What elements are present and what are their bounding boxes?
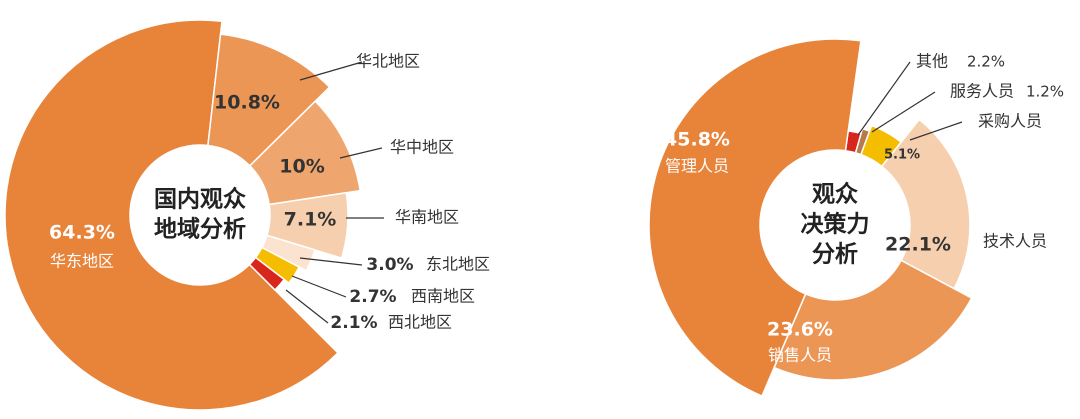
leader-line [291, 275, 347, 298]
category-label: 销售人员 [768, 346, 832, 365]
value-label: 64.3% [49, 222, 115, 244]
leader-line [299, 61, 363, 81]
leader-line [857, 61, 911, 136]
value-label: 1.2% [1026, 83, 1064, 101]
leader-line [285, 289, 329, 324]
category-label: 东北地区 [426, 255, 490, 274]
value-label: 2.1% [330, 313, 377, 333]
pie-slice [266, 191, 349, 260]
category-label: 采购人员 [978, 112, 1042, 131]
donut-hole [130, 145, 270, 285]
pie-slice [207, 33, 331, 167]
value-label: 45.8% [664, 129, 730, 151]
center-title: 观众 [812, 182, 858, 208]
donut-hole [760, 150, 910, 300]
center-title: 分析 [812, 242, 858, 268]
value-label: 22.1% [885, 234, 951, 256]
leader-line [299, 257, 363, 266]
value-label: 2.7% [349, 287, 396, 307]
center-title: 国内观众 [154, 187, 246, 213]
category-label: 西北地区 [388, 313, 452, 332]
leader-line [871, 91, 936, 133]
value-label: 10% [279, 156, 324, 178]
category-label: 华中地区 [390, 138, 454, 157]
leader-line [339, 147, 383, 159]
category-label: 华南地区 [395, 208, 459, 227]
category-label: 技术人员 [983, 232, 1047, 251]
category-label: 其他 [916, 52, 948, 71]
center-title: 地域分析 [154, 216, 246, 243]
category-label: 华北地区 [356, 52, 420, 71]
category-label: 服务人员 [950, 82, 1014, 101]
leader-line [909, 121, 963, 141]
value-label: 10.8% [214, 92, 280, 114]
value-label: 3.0% [366, 255, 413, 275]
value-label: 2.2% [967, 53, 1005, 71]
category-label: 西南地区 [411, 287, 475, 306]
center-title: 决策力 [801, 211, 870, 238]
category-label: 华东地区 [50, 252, 114, 271]
category-label: 管理人员 [665, 157, 729, 176]
value-label: 7.1% [284, 209, 337, 231]
value-label: 5.1% [884, 148, 920, 163]
value-label: 23.6% [767, 319, 833, 341]
